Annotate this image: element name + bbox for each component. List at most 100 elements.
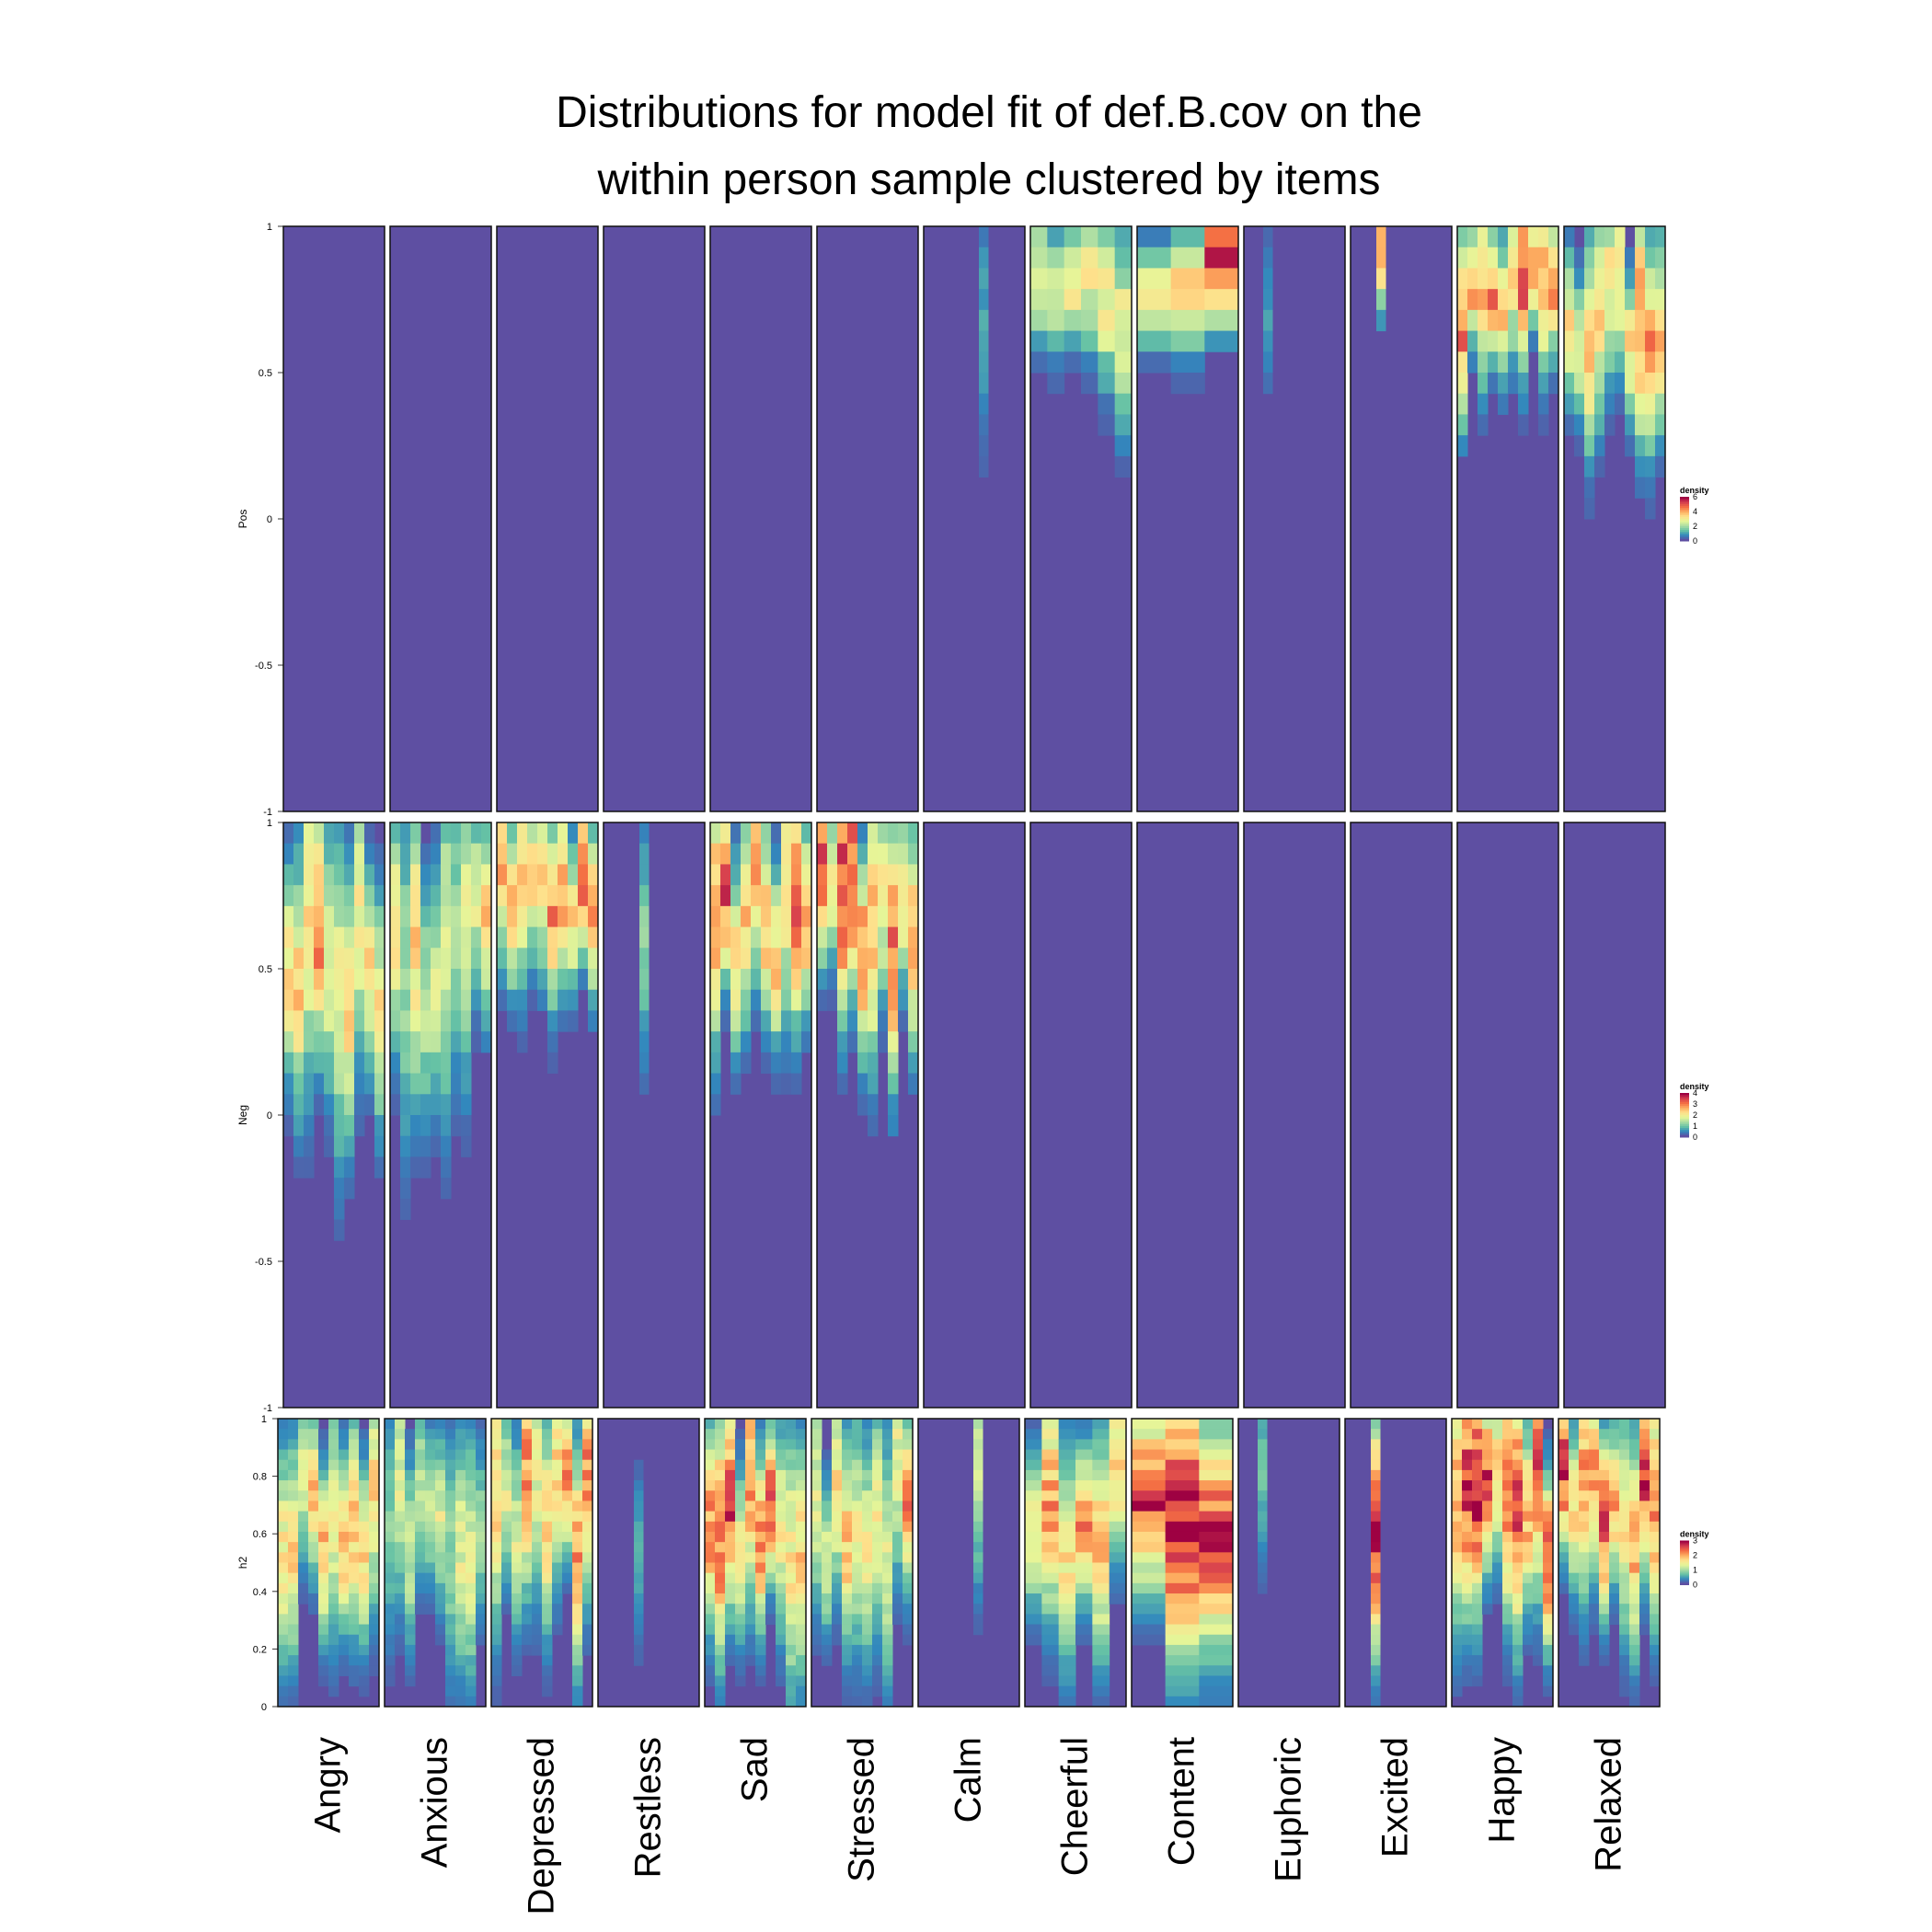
density-cell [862, 1696, 873, 1708]
density-cell [796, 1685, 807, 1697]
density-cell [1655, 247, 1666, 269]
density-cell [1502, 1562, 1513, 1574]
density-cell [1462, 1644, 1473, 1656]
density-cell [349, 1552, 360, 1563]
density-cell [491, 1614, 502, 1626]
density-cell [491, 1634, 502, 1646]
density-cell [1165, 1665, 1200, 1676]
density-cell [903, 1634, 914, 1646]
density-cell [288, 1675, 299, 1687]
density-cell [837, 864, 848, 886]
density-cell [888, 1010, 899, 1032]
density-cell [547, 864, 558, 886]
density-cell [318, 1480, 329, 1491]
density-cell [1498, 289, 1509, 311]
density-cell [339, 1593, 350, 1604]
density-cell [1199, 1572, 1234, 1584]
density-cell [1629, 1562, 1640, 1574]
density-cell [1512, 1582, 1524, 1594]
density-cell [1645, 498, 1656, 520]
density-cell [400, 1135, 411, 1157]
density-cell [441, 1115, 452, 1137]
density-cell [973, 1490, 983, 1501]
density-cell [1629, 1582, 1640, 1594]
density-cell [872, 1501, 883, 1512]
density-cell [334, 822, 345, 845]
density-cell [755, 1469, 766, 1481]
density-cell [278, 1552, 289, 1563]
density-cell [1132, 1634, 1167, 1646]
density-cell [1569, 1449, 1580, 1461]
density-cell [466, 1685, 477, 1697]
density-cell [1645, 393, 1656, 415]
density-cell [582, 1572, 593, 1584]
density-cell [568, 822, 579, 845]
legend-title: density [1680, 1082, 1709, 1091]
density-cell [832, 1582, 843, 1594]
density-cell [1371, 1511, 1381, 1523]
density-cell [532, 1429, 543, 1440]
density-cell [1041, 1531, 1060, 1543]
density-cell [512, 1531, 523, 1543]
density-cell [973, 1480, 983, 1491]
density-cell [558, 948, 569, 970]
density-cell [445, 1696, 456, 1708]
density-cell [745, 1439, 756, 1451]
density-cell [1579, 1634, 1590, 1646]
density-cell [445, 1685, 456, 1697]
density-cell [1523, 1644, 1534, 1656]
density-cell [542, 1562, 553, 1574]
density-cell [466, 1419, 477, 1430]
density-cell [568, 885, 579, 907]
density-cell [1041, 1449, 1060, 1461]
density-cell [973, 1419, 983, 1430]
legend-tick-label: 3 [1693, 1099, 1697, 1109]
density-cell [1615, 373, 1626, 395]
density-cell [822, 1501, 833, 1512]
density-cell [730, 926, 742, 949]
density-cell [852, 1665, 863, 1676]
density-cell [776, 1675, 787, 1687]
density-cell [1629, 1439, 1640, 1451]
density-cell [455, 1501, 466, 1512]
density-cell [1574, 309, 1585, 332]
density-cell [471, 885, 482, 907]
density-cell [781, 926, 792, 949]
density-cell [862, 1459, 873, 1471]
density-cell [288, 1521, 299, 1533]
density-cell [1092, 1675, 1110, 1687]
density-cell [872, 1634, 883, 1646]
density-cell [385, 1459, 396, 1471]
density-cell [308, 1572, 319, 1584]
density-cell [776, 1511, 787, 1523]
density-cell [471, 969, 482, 991]
density-cell [1645, 455, 1656, 478]
density-cell [868, 926, 879, 949]
density-cell [715, 1582, 726, 1594]
density-cell [390, 1073, 401, 1095]
density-cell [1199, 1480, 1234, 1491]
density-cell [1655, 351, 1666, 374]
density-cell [1092, 1459, 1110, 1471]
panel-pos-cheerful [1029, 225, 1133, 812]
density-cell [1599, 1480, 1610, 1491]
density-cell [842, 1644, 853, 1656]
density-cell [1041, 1644, 1060, 1656]
density-cell [842, 1419, 853, 1430]
density-cell [786, 1614, 797, 1626]
density-cell [1092, 1542, 1110, 1553]
density-cell [857, 926, 868, 949]
density-cell [1512, 1562, 1524, 1574]
density-cell [796, 1593, 807, 1604]
density-cell [578, 969, 589, 991]
density-cell [1502, 1429, 1513, 1440]
density-cell [730, 1010, 742, 1032]
density-cell [369, 1634, 380, 1646]
density-cell [1599, 1511, 1610, 1523]
density-cell [1462, 1634, 1473, 1646]
density-cell [791, 905, 802, 928]
density-cell [349, 1634, 360, 1646]
density-cell [1170, 309, 1205, 332]
density-cell [431, 843, 442, 865]
density-cell [796, 1490, 807, 1501]
